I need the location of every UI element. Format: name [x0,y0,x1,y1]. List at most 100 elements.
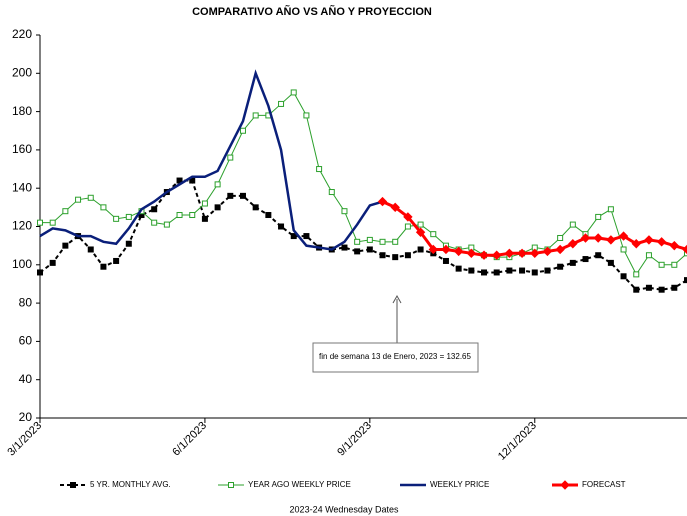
point [403,212,413,222]
point [517,248,527,259]
point [151,206,158,213]
point [49,259,56,266]
point [618,231,629,241]
point [366,246,373,253]
point [658,261,665,268]
point [278,223,285,230]
point [644,235,654,245]
y-tick-label: 40 [19,372,33,386]
point [669,240,680,251]
point [176,212,183,219]
point [366,236,373,243]
point [37,219,43,226]
point [189,212,196,219]
point [569,221,576,228]
point [468,267,475,274]
x-tick-label: 9/1/2023 [335,420,374,459]
point [441,244,451,255]
y-tick-label: 140 [12,180,32,194]
point [671,261,678,268]
point [278,100,285,107]
point [506,267,513,274]
point [392,238,399,245]
point [442,257,449,264]
legend-label: YEAR AGO WEEKLY PRICE [248,480,351,489]
legend-item: YEAR AGO WEEKLY PRICE [218,480,351,489]
annotation-box [312,342,479,373]
y-tick-label: 180 [12,104,32,118]
y-tick-label: 20 [19,410,33,424]
arrow-head [392,294,402,304]
series-line [40,91,687,276]
point [557,263,564,270]
x-tick-label: 3/1/2023 [5,420,44,459]
point [606,235,616,245]
point [645,284,652,291]
point [417,221,424,228]
legend-marker [70,482,76,488]
point [379,252,386,259]
point [428,244,438,255]
point [671,284,678,291]
point [252,112,259,119]
x-tick-label: 6/1/2023 [170,420,209,459]
point [504,248,515,259]
point [37,269,43,276]
point [290,89,297,96]
point [404,223,411,230]
legend-marker [560,480,570,490]
point [100,263,107,270]
point [557,234,564,241]
point [227,192,234,199]
point [390,202,400,213]
point [303,233,310,240]
point [519,267,526,274]
point [455,265,462,272]
point [481,269,488,276]
point [656,237,667,247]
legend-item: 5 YR. MONTHLY AVG. [60,480,171,489]
point [100,204,107,211]
point [163,221,170,228]
point [682,244,687,255]
point [631,239,641,249]
y-tick-label: 160 [12,142,32,156]
point [633,286,640,293]
point [392,254,399,261]
point [633,271,640,278]
series-line [39,179,687,291]
point [607,206,614,213]
point [328,189,335,196]
point [542,246,553,257]
point [290,233,297,240]
y-tick-label: 100 [12,257,32,271]
series-line [39,69,383,251]
point [316,166,323,173]
y-tick-label: 80 [19,295,33,309]
point [593,233,603,243]
point [354,238,361,245]
point [544,267,551,274]
point [354,248,361,255]
point [379,238,386,245]
point [491,250,502,260]
point [568,239,578,249]
chart-title: COMPARATIVO AÑO VS AÑO Y PROYECCION [192,5,432,18]
point [569,259,576,266]
point [227,154,234,161]
point [201,200,208,207]
legend-label: FORECAST [582,480,626,489]
point [595,213,602,220]
legend-marker [228,482,234,488]
legend-item: WEEKLY PRICE [400,480,489,489]
point [87,194,94,201]
point [530,248,540,259]
point [49,219,56,226]
y-tick-label: 120 [12,219,32,233]
point [62,208,69,215]
point [645,252,652,259]
point [466,248,477,259]
legend-label: 5 YR. MONTHLY AVG. [90,480,171,489]
point [531,269,538,276]
x-tick-label: 12/1/2023 [496,420,539,463]
